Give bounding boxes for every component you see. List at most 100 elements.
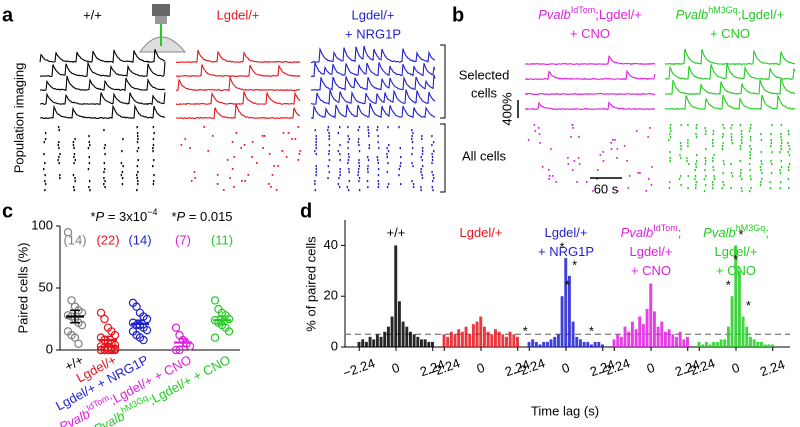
text-part: = 3x10	[104, 209, 147, 224]
spike	[377, 126, 379, 129]
spike	[136, 150, 139, 153]
spike	[722, 172, 724, 175]
spike	[251, 156, 253, 158]
spike	[315, 168, 318, 171]
bar	[730, 296, 734, 347]
spike	[315, 144, 317, 147]
bar	[545, 341, 549, 347]
spike	[348, 138, 350, 141]
spike	[695, 136, 698, 139]
spike	[136, 177, 138, 180]
spike	[740, 139, 743, 142]
calcium-trace	[524, 69, 656, 81]
section-label: All cells	[462, 148, 507, 163]
spike	[680, 124, 682, 127]
spike	[358, 159, 360, 162]
spike	[44, 138, 47, 141]
spike	[386, 147, 388, 150]
calcium-trace	[175, 75, 301, 92]
spike	[572, 127, 574, 129]
spike	[222, 189, 225, 191]
text-part: hM3Gq	[708, 5, 738, 15]
spike	[339, 174, 341, 177]
spike	[152, 138, 155, 141]
spike	[748, 130, 751, 133]
bar	[416, 336, 420, 347]
data-point	[142, 325, 152, 335]
spike	[263, 135, 266, 137]
spike	[388, 144, 390, 147]
spike	[357, 174, 359, 177]
spike	[328, 150, 330, 153]
legend-label: + NRG1P	[538, 244, 594, 259]
spike	[73, 153, 76, 156]
spike	[780, 148, 782, 151]
calcium-trace	[664, 62, 796, 81]
spike	[377, 159, 379, 162]
spike	[421, 174, 423, 177]
spike	[788, 163, 791, 166]
spike	[386, 153, 388, 156]
bar	[656, 326, 660, 347]
spike	[59, 174, 61, 177]
bar	[475, 321, 479, 347]
spike	[314, 150, 316, 153]
spike	[695, 160, 698, 163]
spike	[431, 156, 434, 159]
spike	[750, 178, 752, 181]
spike	[760, 160, 762, 163]
panel-letter: a	[2, 4, 14, 26]
data-point	[132, 302, 141, 311]
calcium-trace	[39, 92, 166, 106]
spike	[695, 127, 698, 130]
spike	[328, 138, 330, 141]
spike	[639, 172, 641, 174]
spike	[739, 160, 741, 163]
bar	[734, 245, 738, 347]
spike	[669, 133, 671, 136]
spike	[136, 126, 138, 129]
spike	[723, 127, 725, 130]
x-tick-label: −2.24	[426, 355, 462, 380]
bar	[675, 336, 678, 347]
spike	[771, 151, 773, 154]
bar	[663, 331, 667, 347]
spike	[412, 186, 415, 189]
spike	[721, 145, 724, 148]
bar	[401, 321, 405, 347]
spike	[339, 171, 341, 174]
spike	[411, 141, 414, 144]
calcium-trace	[39, 49, 166, 64]
spike	[399, 165, 401, 168]
spike	[780, 136, 782, 139]
spike	[696, 154, 698, 157]
bar	[752, 339, 756, 347]
spike	[780, 124, 783, 127]
bar	[575, 336, 579, 347]
spike	[247, 174, 250, 176]
spike	[137, 180, 139, 183]
spike	[327, 126, 330, 129]
bar	[486, 331, 490, 347]
spike	[537, 127, 540, 129]
spike	[432, 174, 434, 177]
spike	[552, 175, 554, 177]
spike	[687, 175, 690, 178]
spike	[432, 141, 435, 144]
raster	[314, 126, 435, 192]
spike	[538, 133, 541, 135]
group-label: + NRG1P	[345, 26, 401, 41]
spike	[58, 156, 60, 159]
data-point	[110, 345, 120, 355]
data-point	[96, 345, 106, 355]
spike	[695, 124, 698, 127]
error-bar	[70, 309, 80, 324]
spike	[637, 172, 639, 174]
error-bar	[217, 315, 227, 325]
spike	[103, 183, 105, 186]
data-point	[224, 327, 234, 336]
spike	[180, 144, 183, 146]
spike	[400, 156, 402, 159]
bar	[638, 316, 642, 347]
bar	[508, 331, 512, 347]
